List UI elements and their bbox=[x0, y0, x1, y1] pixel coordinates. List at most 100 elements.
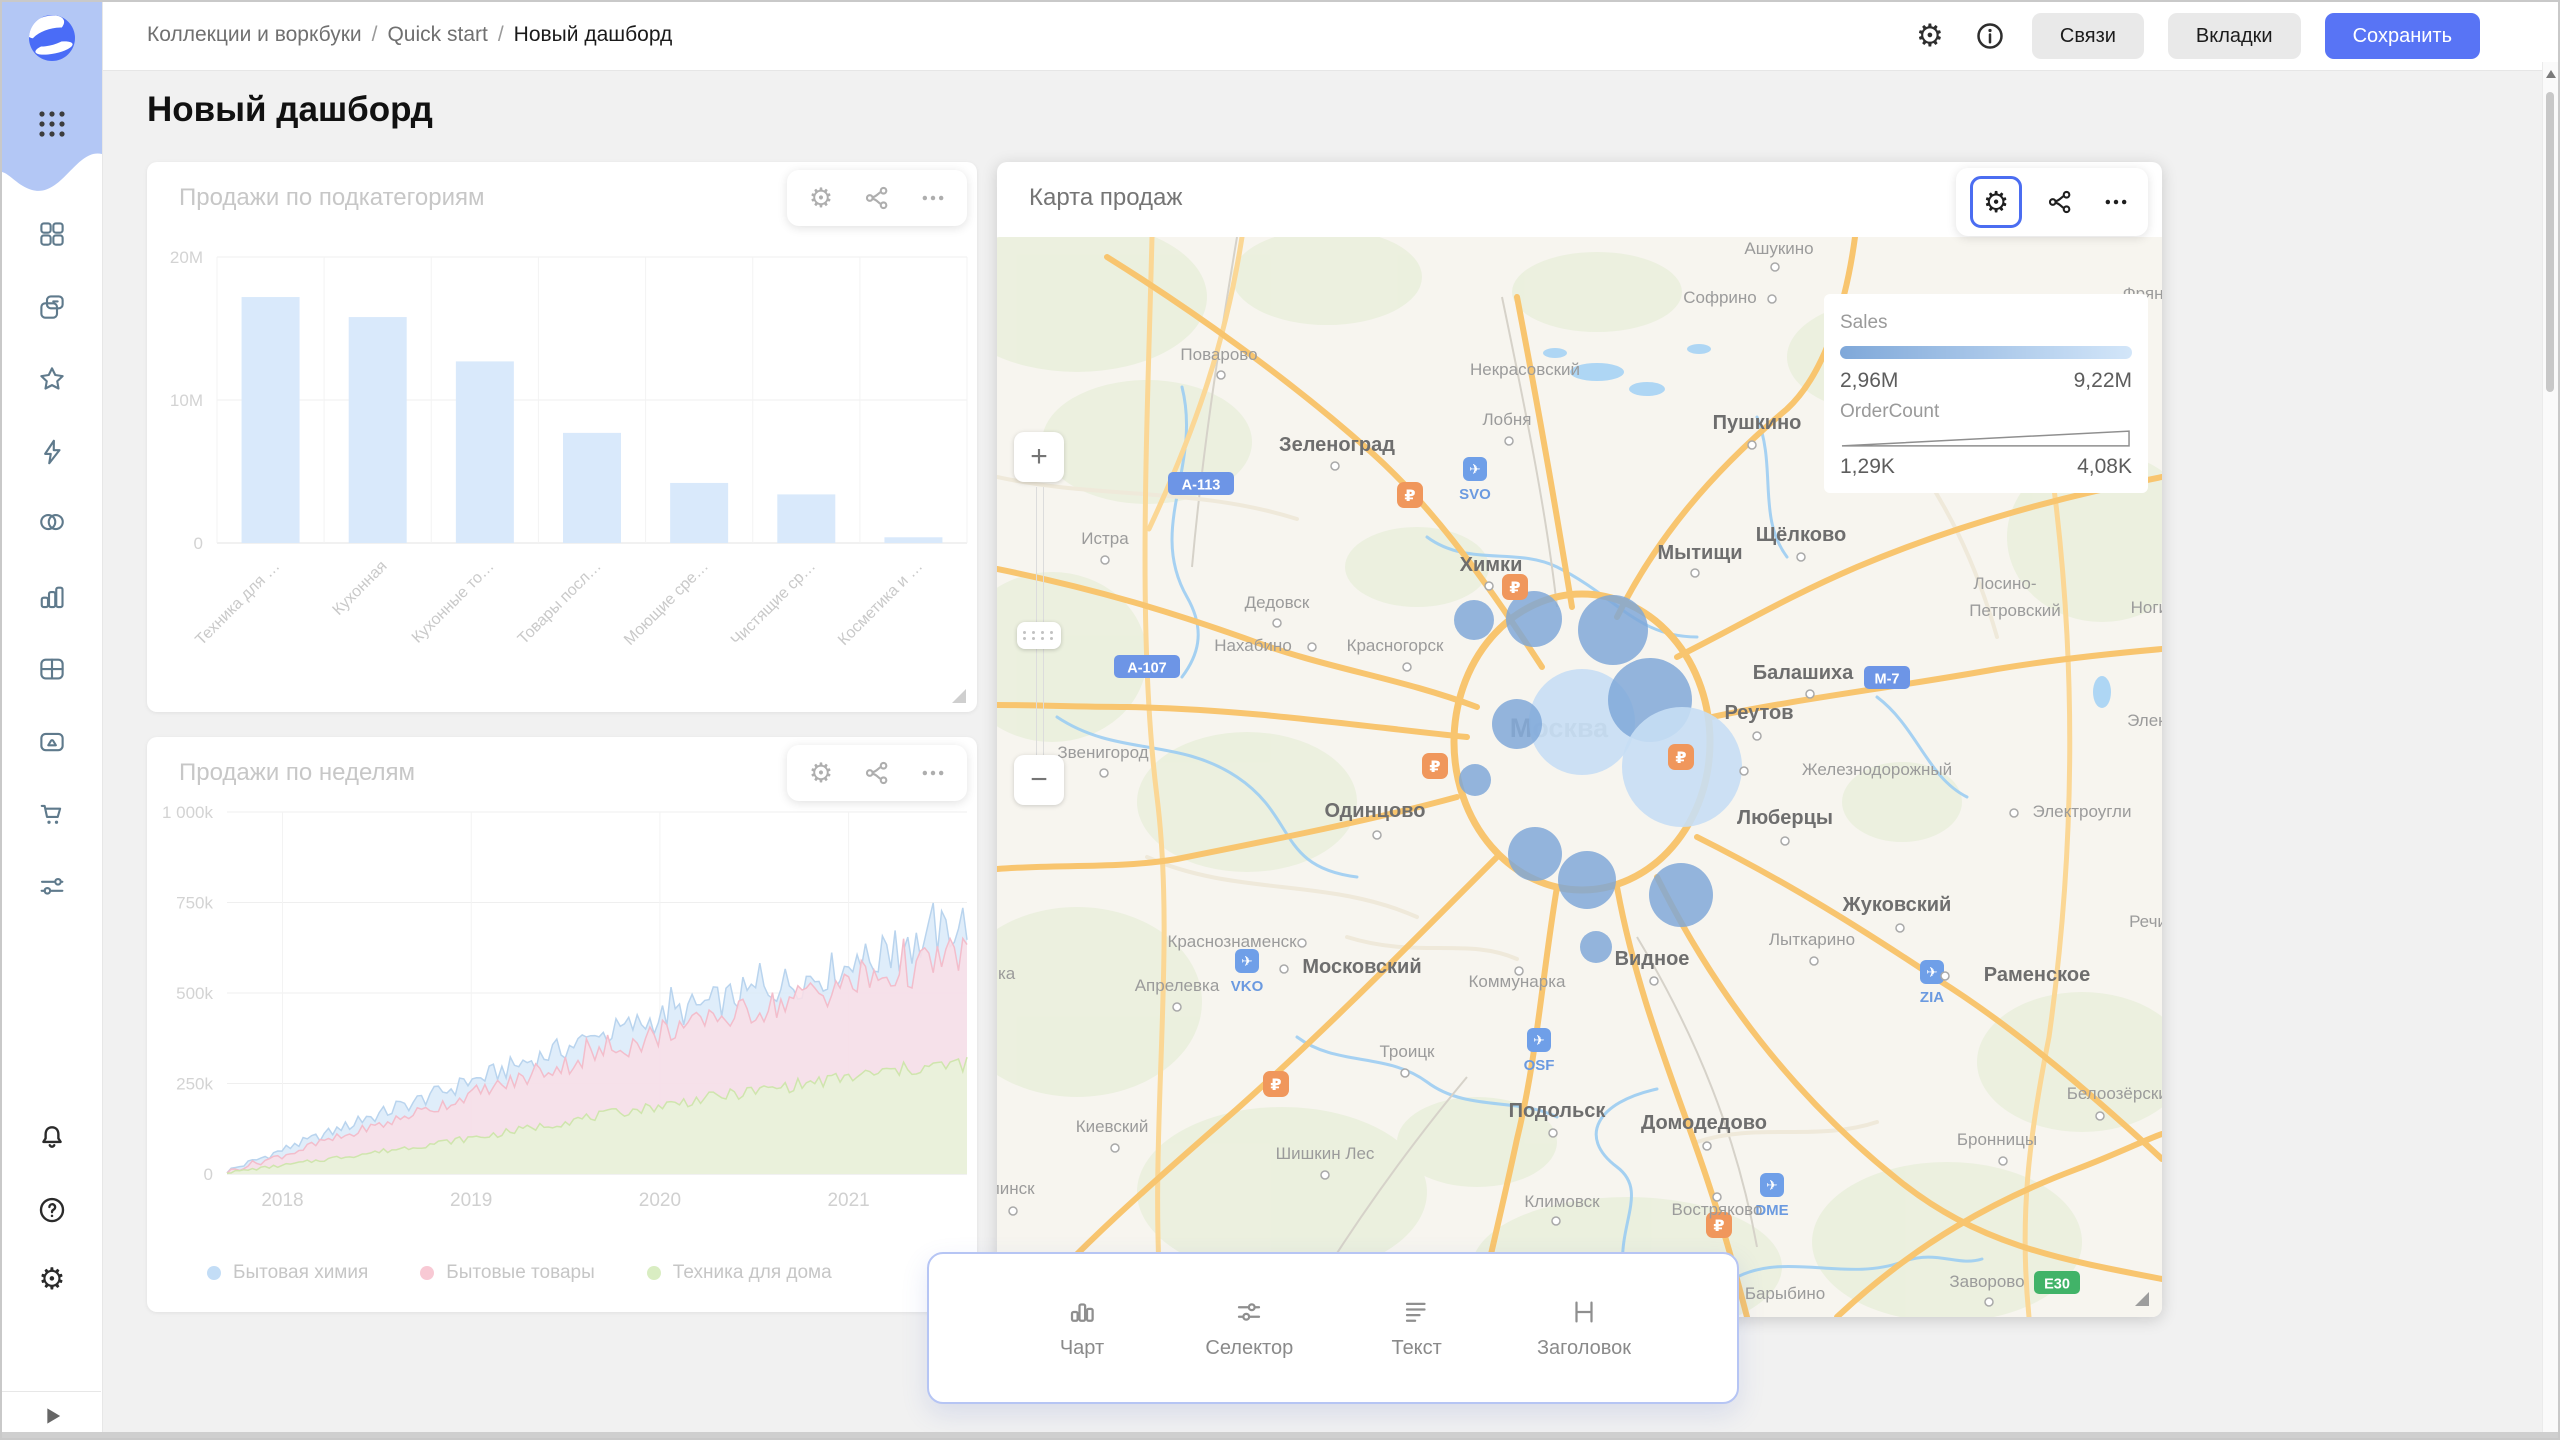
apps-grid-icon[interactable] bbox=[34, 106, 70, 142]
legend-item[interactable]: Бытовые товары bbox=[420, 1262, 595, 1284]
bar[interactable] bbox=[241, 297, 300, 543]
sidebar-item-charts[interactable] bbox=[32, 577, 72, 617]
toolbar-add-title[interactable]: Заголовок bbox=[1519, 1297, 1649, 1360]
breadcrumb: Коллекции и воркбуки / Quick start / Новый д… bbox=[147, 23, 673, 46]
widget-settings-gear-icon[interactable]: ⚙ bbox=[808, 182, 834, 214]
info-icon[interactable] bbox=[1972, 18, 2008, 54]
sidebar-item-marketplace[interactable] bbox=[32, 794, 72, 834]
bar[interactable] bbox=[563, 432, 621, 543]
tabs-button[interactable]: Вкладки bbox=[2167, 13, 2301, 59]
bar[interactable] bbox=[884, 537, 943, 543]
map-sales-bubble[interactable] bbox=[1558, 851, 1616, 909]
map-zoom-out-button[interactable]: − bbox=[1014, 755, 1064, 805]
svg-text:✈: ✈ bbox=[1533, 1033, 1545, 1049]
sidebar-item-favorites[interactable] bbox=[32, 359, 72, 399]
sidebar-item-services[interactable] bbox=[32, 866, 72, 906]
window-bottom-edge bbox=[2, 1432, 2558, 1438]
scrollbar-thumb[interactable] bbox=[2546, 92, 2554, 392]
sidebar-item-settings[interactable]: ⚙ bbox=[32, 1260, 72, 1300]
svg-text:✈: ✈ bbox=[1926, 965, 1938, 981]
widget-links-icon[interactable] bbox=[2042, 184, 2078, 220]
sidebar-item-notifications[interactable] bbox=[32, 1117, 72, 1157]
map-highways bbox=[997, 237, 2162, 1317]
svg-text:250k: 250k bbox=[176, 1075, 213, 1094]
svg-text:₽: ₽ bbox=[1429, 757, 1440, 776]
map-zoom-slider-handle[interactable] bbox=[1017, 622, 1061, 649]
map-place-label: Мытищи bbox=[1658, 542, 1743, 564]
breadcrumb-collections[interactable]: Коллекции и воркбуки bbox=[147, 23, 362, 46]
road-badge: А-107 bbox=[1114, 655, 1180, 678]
vertical-scrollbar[interactable] bbox=[2542, 62, 2558, 1438]
map-sales-bubble[interactable] bbox=[1649, 863, 1713, 927]
breadcrumb-quickstart[interactable]: Quick start bbox=[387, 23, 488, 46]
widget-settings-gear-icon[interactable]: ⚙ bbox=[1983, 184, 2009, 219]
legend-item[interactable]: Бытовая химия bbox=[207, 1262, 368, 1284]
widget-settings-gear-icon[interactable]: ⚙ bbox=[808, 757, 834, 789]
widget-links-icon[interactable] bbox=[859, 180, 895, 216]
map-sales-bubble[interactable] bbox=[1506, 591, 1562, 647]
bar-x-label: Косметика и … bbox=[835, 558, 926, 649]
bar[interactable] bbox=[348, 317, 407, 543]
map-zoom-in-button[interactable]: + bbox=[1014, 432, 1064, 482]
sidebar-item-tables[interactable] bbox=[32, 649, 72, 689]
map-place-label: Электроугли bbox=[2033, 802, 2132, 821]
svg-text:OSF: OSF bbox=[1524, 1057, 1555, 1074]
airport-badge: ✈ OSF bbox=[1524, 1028, 1555, 1074]
svg-text:₽: ₽ bbox=[1509, 578, 1520, 597]
map-canvas[interactable]: Москва₽₽₽₽₽₽А-113А-107М-7Е30✈SVO✈VKO✈ZIA… bbox=[997, 237, 2162, 1317]
toolbar-add-selector[interactable]: Селектор bbox=[1184, 1297, 1314, 1360]
breadcrumb-current: Новый дашборд bbox=[513, 23, 673, 46]
datalens-logo-icon[interactable] bbox=[28, 14, 76, 62]
svg-text:750k: 750k bbox=[176, 894, 213, 913]
sidebar-item-quick-connections[interactable] bbox=[32, 432, 72, 472]
widget-resize-handle[interactable] bbox=[2134, 1291, 2150, 1307]
folder-cloud-icon bbox=[40, 732, 64, 752]
heading-icon bbox=[1575, 1301, 1593, 1322]
map-sales-bubble[interactable] bbox=[1508, 827, 1562, 881]
toolbar-label: Чарт bbox=[1059, 1336, 1105, 1359]
sidebar-item-workbooks[interactable] bbox=[32, 287, 72, 327]
sidebar: ⚙ bbox=[2, 2, 103, 1438]
widget-more-icon[interactable] bbox=[915, 755, 951, 791]
widget-resize-handle[interactable] bbox=[951, 688, 967, 704]
map-zoom-track[interactable] bbox=[1036, 487, 1044, 755]
road-badge: Е30 bbox=[2034, 1271, 2080, 1294]
sidebar-expand-icon[interactable] bbox=[38, 1402, 66, 1430]
map-place-label: Дедовск bbox=[1245, 593, 1310, 612]
sidebar-item-collections[interactable] bbox=[32, 214, 72, 254]
toolbar-add-chart[interactable]: Чарт bbox=[1017, 1297, 1147, 1360]
widget-area-chart[interactable]: Продажи по неделям ⚙ 1 000k 750k 500k 250k 0… bbox=[147, 737, 977, 1312]
widget-more-icon[interactable] bbox=[2098, 184, 2134, 220]
sidebar-item-connections[interactable] bbox=[32, 502, 72, 542]
map-sales-bubble[interactable] bbox=[1578, 595, 1648, 665]
map-sales-bubble[interactable] bbox=[1454, 600, 1494, 640]
header-actions: ⚙ Связи Вкладки Сохранить bbox=[1912, 2, 2480, 70]
ruble-badge: ₽ bbox=[1502, 574, 1528, 600]
area-series bbox=[227, 1057, 967, 1174]
legend-dot bbox=[420, 1266, 435, 1280]
bar[interactable] bbox=[455, 361, 514, 543]
widget-links-icon[interactable] bbox=[859, 755, 895, 791]
toolbar-label: Селектор bbox=[1205, 1336, 1294, 1359]
map-sales-bubble[interactable] bbox=[1459, 764, 1491, 796]
svg-text:10M: 10M bbox=[170, 391, 203, 410]
sidebar-item-datasets[interactable] bbox=[32, 722, 72, 762]
sidebar-item-help[interactable] bbox=[32, 1190, 72, 1230]
map-place-label: Железнодорожный bbox=[1802, 760, 1952, 779]
map-sales-bubble[interactable] bbox=[1492, 699, 1542, 749]
save-button[interactable]: Сохранить bbox=[2324, 13, 2480, 59]
widget-more-icon[interactable] bbox=[915, 180, 951, 216]
svg-text:SVO: SVO bbox=[1459, 486, 1491, 503]
widget-map[interactable]: Карта продаж ⚙ bbox=[997, 162, 2162, 1317]
dashboard-settings-gear-icon[interactable]: ⚙ bbox=[1915, 17, 1944, 54]
bar[interactable] bbox=[777, 494, 836, 543]
links-button[interactable]: Связи bbox=[2031, 13, 2144, 59]
scrollbar-up-arrow[interactable] bbox=[2546, 70, 2556, 78]
widget-bar-chart[interactable]: Продажи по подкатегориям ⚙ 20M 10M 0 Техник… bbox=[147, 162, 977, 712]
venn-circles-icon bbox=[40, 513, 64, 531]
selector-icon bbox=[1238, 1302, 1261, 1321]
map-sales-bubble[interactable] bbox=[1580, 931, 1612, 963]
toolbar-add-text[interactable]: Текст bbox=[1352, 1297, 1482, 1360]
legend-item[interactable]: Техника для дома bbox=[646, 1262, 832, 1284]
bar[interactable] bbox=[670, 482, 729, 543]
